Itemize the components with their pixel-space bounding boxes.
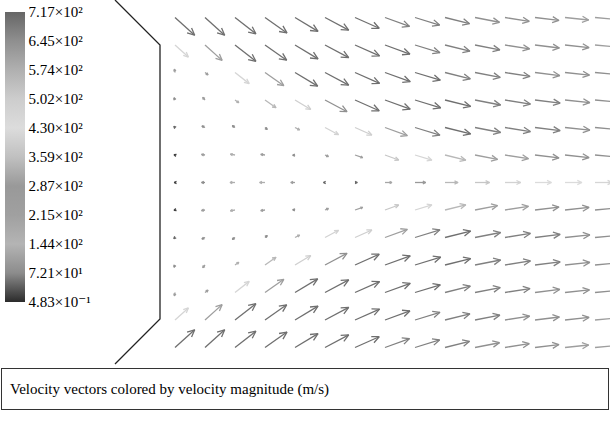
svg-text:7.21×10¹: 7.21×10¹ [29, 265, 83, 281]
svg-text:2.87×10²: 2.87×10² [29, 178, 84, 194]
html-text:Velocity vectors colored by ve: Velocity vectors colored by velocity mag… [10, 381, 330, 397]
svg-text:1.44×10²: 1.44×10² [29, 236, 84, 252]
svg-text:4.83×10⁻¹: 4.83×10⁻¹ [29, 294, 91, 310]
svg-text:4.30×10²: 4.30×10² [29, 120, 84, 136]
svg-text:2.15×10²: 2.15×10² [29, 207, 84, 223]
svg-text:7.17×10²: 7.17×10² [29, 4, 84, 20]
svg-text:6.45×10²: 6.45×10² [29, 33, 84, 49]
svg-text:3.59×10²: 3.59×10² [29, 149, 84, 165]
svg-text:5.74×10²: 5.74×10² [29, 62, 84, 78]
svg-text:5.02×10²: 5.02×10² [29, 91, 84, 107]
